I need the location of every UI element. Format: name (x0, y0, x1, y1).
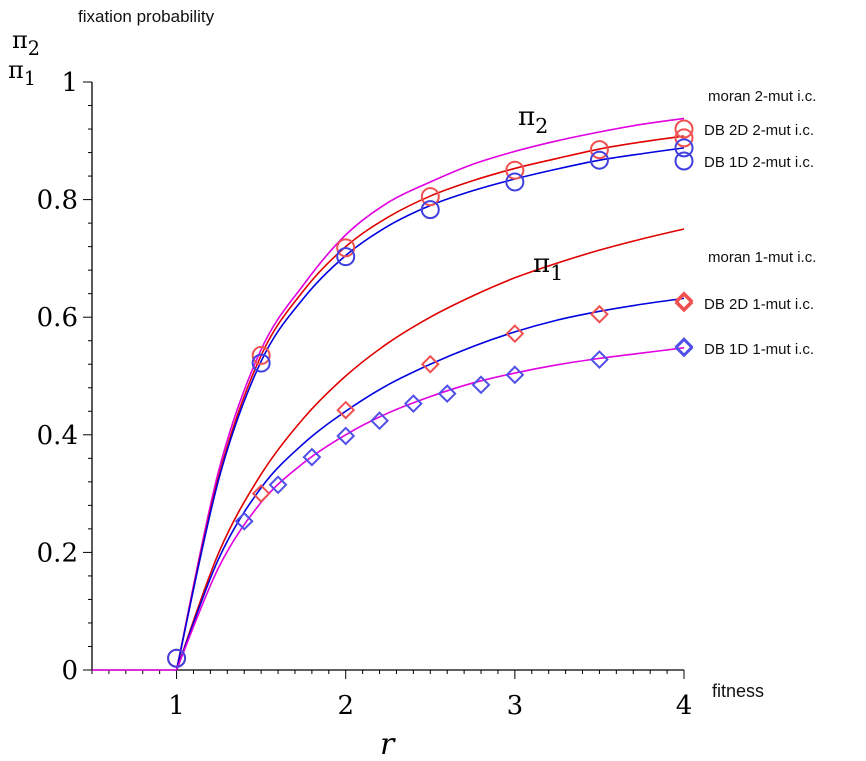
data-point-circle (251, 345, 271, 365)
annotation-pi2: π2 (518, 102, 548, 138)
data-point-circle (336, 238, 356, 258)
y-tick-label: 0.6 (37, 303, 78, 333)
data-point-circle (674, 128, 694, 148)
data-point-diamond (403, 394, 423, 414)
y-tick-label: 1 (61, 68, 78, 98)
data-point-circle (674, 138, 694, 158)
data-point-circle (251, 353, 271, 373)
legend-label-0: moran 2-mut i.c. (708, 88, 816, 105)
data-point-diamond (590, 350, 609, 369)
y-axis-title: fixation probability (78, 7, 215, 26)
series-line-5 (175, 346, 685, 671)
data-point-circle (505, 160, 525, 180)
legend-label-4: DB 2D 1-mut i.c. (704, 296, 814, 313)
series-line-1 (175, 135, 685, 671)
legend-marker-circle (674, 151, 694, 171)
data-point-diamond (234, 511, 254, 531)
x-axis-symbol-r: r (380, 727, 396, 761)
data-point-circle (336, 247, 356, 267)
y-tick-label: 0.8 (37, 186, 78, 216)
data-point-diamond (420, 354, 440, 374)
x-axis-title: fitness (712, 681, 764, 701)
data-point-diamond (505, 324, 525, 344)
y-tick-label: 0 (61, 656, 78, 686)
x-tick-label: 4 (676, 691, 693, 721)
data-point-circle (589, 140, 609, 160)
data-point-diamond (336, 400, 356, 420)
legend-label-3: moran 1-mut i.c. (708, 249, 816, 266)
curves (175, 117, 685, 671)
data-point-diamond (370, 411, 389, 431)
data-point-diamond (437, 384, 457, 404)
series-line-3 (175, 228, 685, 671)
legend-label-5: DB 1D 1-mut i.c. (704, 341, 814, 358)
x-tick-label: 3 (507, 691, 524, 721)
y-tick-label: 0.2 (37, 538, 78, 568)
data-point-diamond (336, 426, 356, 446)
axes: 1 2 3 4 0 0.2 0.4 0.6 0.8 1 (37, 68, 693, 721)
data-point-circle (505, 172, 525, 192)
legend: moran 2-mut i.c. DB 2D 2-mut i.c. DB 1D 2-… (674, 88, 816, 358)
data-point-diamond (268, 475, 288, 495)
data-point-diamond (251, 484, 271, 504)
data-point-diamond (590, 304, 609, 324)
x-tick-label: 2 (337, 691, 354, 721)
data-point-circle (420, 200, 440, 220)
legend-label-1: DB 2D 2-mut i.c. (704, 122, 814, 139)
series-line-0 (175, 117, 685, 671)
data-point-circle (420, 187, 440, 207)
x-tick-label: 1 (168, 691, 185, 721)
y-axis-symbol-pi2: π2 (12, 26, 40, 60)
annotation-pi1: π1 (533, 249, 563, 285)
series-line-4 (175, 297, 685, 671)
data-point-diamond (674, 291, 694, 311)
data-point-circle (589, 150, 609, 170)
legend-marker-diamond (674, 338, 694, 358)
legend-marker-circle (674, 119, 694, 139)
data-point-diamond (302, 447, 322, 467)
y-axis-symbol-pi1: π1 (8, 56, 36, 90)
data-point-circle (167, 648, 187, 668)
series-line-2 (175, 147, 685, 671)
legend-label-2: DB 1D 2-mut i.c. (704, 154, 814, 171)
markers (167, 128, 694, 668)
data-point-diamond (471, 375, 491, 395)
y-tick-label: 0.4 (37, 421, 78, 451)
data-point-diamond (505, 365, 525, 385)
legend-marker-diamond (674, 293, 694, 313)
